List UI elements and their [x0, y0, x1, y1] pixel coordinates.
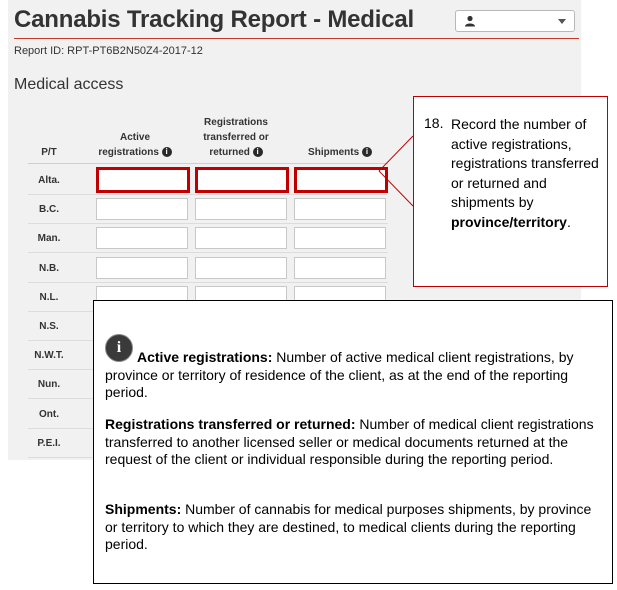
row-label: N.L. — [39, 291, 59, 303]
row-label: Ont. — [39, 408, 59, 420]
info-icon[interactable]: i — [252, 147, 263, 158]
page-title: Cannabis Tracking Report - Medical — [14, 6, 414, 33]
table-row: B.C. — [28, 195, 388, 225]
instruction-number: 18. — [424, 115, 444, 131]
row-label: B.C. — [39, 204, 59, 216]
active-registrations-input[interactable] — [96, 198, 188, 221]
shipments-input[interactable] — [294, 167, 388, 193]
info-icon[interactable]: i — [161, 147, 172, 158]
row-label: N.W.T. — [34, 350, 64, 362]
definitions-box: i Active registrations: Number of active… — [93, 300, 613, 584]
registrations-transferred-input[interactable] — [195, 256, 287, 279]
row-label: N.S. — [39, 321, 59, 332]
row-divider — [28, 223, 388, 225]
section-title: Medical access — [14, 76, 124, 93]
column-header-pt: P/T — [41, 147, 57, 158]
row-label: P.E.I. — [37, 437, 61, 449]
column-header-shipments: Shipments i — [290, 145, 390, 160]
shipments-input[interactable] — [294, 227, 386, 250]
active-registrations-input[interactable] — [96, 227, 188, 250]
row-label: Nun. — [37, 379, 61, 391]
definition-transferred: Registrations transferred or returned: N… — [105, 416, 594, 467]
definition-shipments: Shipments: Number of cannabis for medica… — [105, 501, 592, 552]
column-header-active-registrations: Active registrations i — [80, 130, 190, 160]
registrations-transferred-input[interactable] — [195, 227, 287, 250]
info-icon: i — [105, 334, 133, 362]
registrations-transferred-input[interactable] — [195, 167, 289, 193]
header-divider — [28, 163, 388, 164]
definition-active: Active registrations: Number of active m… — [105, 349, 574, 400]
row-divider — [28, 252, 388, 254]
row-label: Man. — [37, 233, 61, 245]
user-icon — [465, 15, 475, 27]
row-divider — [28, 194, 388, 195]
shipments-input[interactable] — [294, 256, 386, 279]
table-row: Man. — [28, 224, 388, 254]
row-divider — [28, 281, 388, 283]
chevron-down-icon — [558, 19, 566, 24]
user-menu-dropdown[interactable] — [455, 10, 575, 32]
instruction-callout: 18. Record the number of active registra… — [413, 96, 608, 287]
table-row: N.B. — [28, 254, 388, 283]
row-label: N.B. — [39, 262, 59, 274]
active-registrations-input[interactable] — [96, 167, 190, 193]
title-divider — [14, 38, 579, 39]
column-header-registrations-transferred: Registrations transferred or returned i — [203, 117, 269, 158]
table-row: Alta. — [28, 166, 388, 195]
active-registrations-input[interactable] — [96, 256, 188, 279]
info-icon[interactable]: i — [361, 147, 372, 158]
report-id: Report ID: RPT-PT6B2N50Z4-2017-12 — [14, 45, 203, 57]
shipments-input[interactable] — [294, 198, 386, 221]
row-label: Alta. — [38, 175, 60, 186]
registrations-transferred-input[interactable] — [195, 198, 287, 221]
instruction-text: Record the number of active registration… — [451, 116, 599, 230]
